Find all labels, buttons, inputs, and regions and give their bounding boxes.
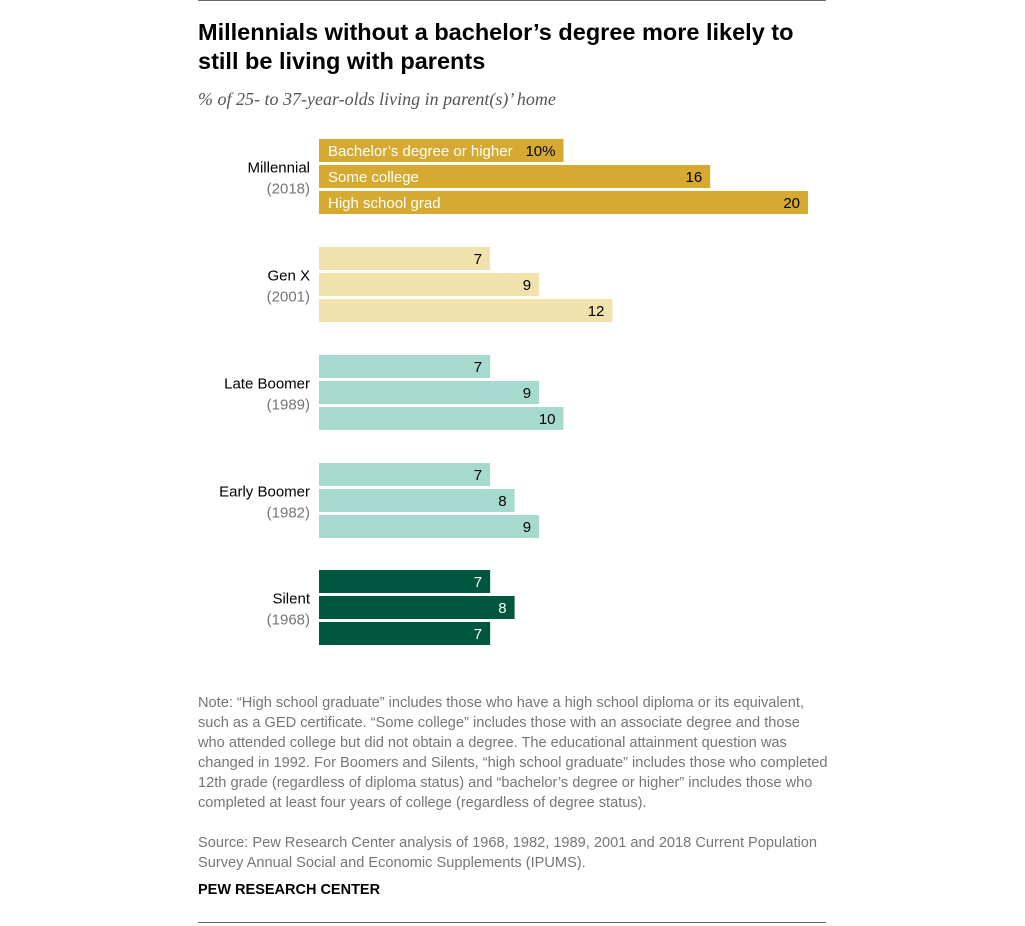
chart-source: Source: Pew Research Center analysis of … xyxy=(198,835,818,871)
series-label: High school grad xyxy=(328,195,441,212)
brand-label: PEW RESEARCH CENTER xyxy=(198,882,381,898)
chart-note: Note: “High school graduate” includes th… xyxy=(198,695,828,811)
group-year-label: (1982) xyxy=(267,505,310,522)
group-year-label: (2018) xyxy=(267,181,310,198)
bar-value-label: 7 xyxy=(474,359,482,376)
bar-value-label: 10% xyxy=(525,143,555,160)
bar xyxy=(319,191,808,214)
bar xyxy=(319,299,613,322)
bar xyxy=(319,407,564,430)
bar-value-label: 12 xyxy=(588,303,605,320)
bar-value-label: 9 xyxy=(523,277,531,294)
group-label: Late Boomer xyxy=(224,376,310,393)
bottom-rule xyxy=(198,922,826,923)
bar-value-label: 7 xyxy=(474,467,482,484)
bar xyxy=(319,247,491,270)
bar-value-label: 7 xyxy=(474,574,482,591)
bar-value-label: 8 xyxy=(498,600,506,617)
bar-value-label: 8 xyxy=(498,493,506,510)
group-label: Early Boomer xyxy=(219,484,310,501)
bar xyxy=(319,165,711,188)
group-label: Silent xyxy=(272,591,310,608)
bar xyxy=(319,273,540,296)
bar xyxy=(319,622,491,645)
bar xyxy=(319,515,540,538)
bar-value-label: 9 xyxy=(523,519,531,536)
bar xyxy=(319,596,515,619)
series-label: Bachelor’s degree or higher xyxy=(328,143,513,160)
bar xyxy=(319,381,540,404)
bar xyxy=(319,570,491,593)
bar xyxy=(319,463,491,486)
bar-value-label: 20 xyxy=(783,195,800,212)
top-rule xyxy=(198,0,826,1)
bar-value-label: 7 xyxy=(474,251,482,268)
group-label: Millennial xyxy=(247,160,310,177)
bar-value-label: 9 xyxy=(523,385,531,402)
bar xyxy=(319,489,515,512)
bar xyxy=(319,355,491,378)
group-year-label: (1968) xyxy=(267,612,310,629)
bar-value-label: 7 xyxy=(474,626,482,643)
chart-subtitle: % of 25- to 37-year-olds living in paren… xyxy=(198,89,556,109)
bar-chart: Millennial (2018) 10% Bachelor’s degree or … xyxy=(219,139,808,645)
bar xyxy=(319,139,564,162)
series-label: Some college xyxy=(328,169,419,186)
group-year-label: (1989) xyxy=(267,397,310,414)
bar-value-label: 10 xyxy=(539,411,556,428)
bar-value-label: 16 xyxy=(686,169,703,186)
group-year-label: (2001) xyxy=(267,289,310,306)
chart-title: Millennials without a bachelor’s degree … xyxy=(198,19,794,74)
group-label: Gen X xyxy=(267,268,310,285)
